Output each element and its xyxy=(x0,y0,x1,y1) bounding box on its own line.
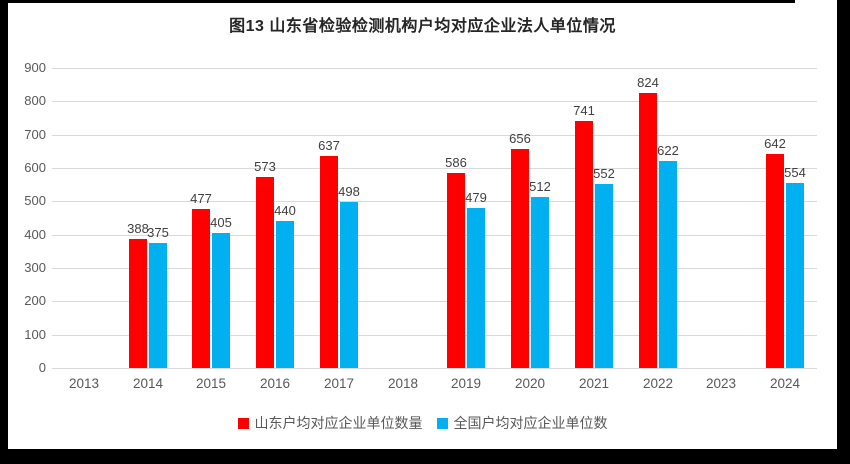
bar-label-national-2015: 405 xyxy=(210,215,232,230)
x-tick-2014: 2014 xyxy=(132,376,164,391)
bar-label-national-2022: 622 xyxy=(657,143,679,158)
bar-label-shandong-2024: 642 xyxy=(764,136,786,151)
y-tick-800: 800 xyxy=(24,93,46,108)
bar-national-2020 xyxy=(531,197,549,368)
legend-item-shandong: 山东户均对应企业单位数量 xyxy=(237,413,423,433)
bar-national-2019 xyxy=(467,208,485,368)
y-tick-300: 300 xyxy=(24,260,46,275)
y-tick-900: 900 xyxy=(24,60,46,75)
y-tick-500: 500 xyxy=(24,193,46,208)
bar-national-2014 xyxy=(149,243,167,368)
bar-national-2024 xyxy=(786,183,804,368)
y-tick-200: 200 xyxy=(24,293,46,308)
legend-swatch-shandong xyxy=(237,417,249,429)
bar-shandong-2020 xyxy=(511,149,529,368)
bar-label-national-2019: 479 xyxy=(465,190,487,205)
legend-label-national: 全国户均对应企业单位数 xyxy=(453,415,608,431)
bar-national-2016 xyxy=(276,221,294,368)
chart-canvas: 图13 山东省检验检测机构户均对应企业法人单位情况 0 100 200 300 400 5… xyxy=(8,0,837,449)
bar-shandong-2016 xyxy=(256,177,274,368)
bar-national-2015 xyxy=(212,233,230,368)
bar-shandong-2014 xyxy=(129,239,147,368)
bar-label-shandong-2022: 824 xyxy=(637,75,659,90)
legend-label-shandong: 山东户均对应企业单位数量 xyxy=(254,415,423,431)
gridline-0 xyxy=(52,368,817,369)
y-tick-0: 0 xyxy=(38,360,46,375)
bar-shandong-2021 xyxy=(575,121,593,368)
bar-label-shandong-2020: 656 xyxy=(509,131,531,146)
y-tick-400: 400 xyxy=(24,227,46,242)
x-tick-2024: 2024 xyxy=(769,376,801,391)
bar-shandong-2024 xyxy=(766,154,784,368)
bar-label-national-2017: 498 xyxy=(338,184,360,199)
x-tick-2018: 2018 xyxy=(387,376,419,391)
bar-national-2021 xyxy=(595,184,613,368)
x-tick-2013: 2013 xyxy=(68,376,100,391)
x-tick-2019: 2019 xyxy=(450,376,482,391)
plot-area: 388 375 477 405 573 440 637 498 586 479 656 512 741 5… xyxy=(52,68,817,368)
chart-title: 图13 山东省检验检测机构户均对应企业法人单位情况 xyxy=(229,18,616,35)
legend: 山东户均对应企业单位数量 全国户均对应企业单位数 xyxy=(8,413,837,433)
x-tick-2020: 2020 xyxy=(514,376,546,391)
bar-label-shandong-2015: 477 xyxy=(190,191,212,206)
bar-label-shandong-2014: 388 xyxy=(127,221,149,236)
legend-swatch-national xyxy=(436,417,448,429)
y-tick-600: 600 xyxy=(24,160,46,175)
frame-top-border xyxy=(0,0,795,3)
bar-label-shandong-2016: 573 xyxy=(254,159,276,174)
bar-label-shandong-2017: 637 xyxy=(318,138,340,153)
x-tick-2017: 2017 xyxy=(323,376,355,391)
bar-label-national-2016: 440 xyxy=(274,203,296,218)
bar-shandong-2017 xyxy=(320,156,338,368)
x-tick-2021: 2021 xyxy=(578,376,610,391)
x-tick-2023: 2023 xyxy=(705,376,737,391)
y-tick-100: 100 xyxy=(24,327,46,342)
bar-shandong-2019 xyxy=(447,173,465,368)
bar-label-shandong-2019: 586 xyxy=(445,155,467,170)
bar-shandong-2015 xyxy=(192,209,210,368)
bar-label-national-2020: 512 xyxy=(529,179,551,194)
bar-national-2017 xyxy=(340,202,358,368)
x-tick-2015: 2015 xyxy=(195,376,227,391)
legend-item-national: 全国户均对应企业单位数 xyxy=(436,413,608,433)
x-tick-2022: 2022 xyxy=(642,376,674,391)
bar-national-2022 xyxy=(659,161,677,368)
bar-label-national-2021: 552 xyxy=(593,166,615,181)
y-tick-700: 700 xyxy=(24,127,46,142)
bar-label-shandong-2021: 741 xyxy=(573,103,595,118)
bar-label-national-2014: 375 xyxy=(147,225,169,240)
bar-shandong-2022 xyxy=(639,93,657,368)
bar-label-national-2024: 554 xyxy=(784,165,806,180)
x-tick-2016: 2016 xyxy=(259,376,291,391)
